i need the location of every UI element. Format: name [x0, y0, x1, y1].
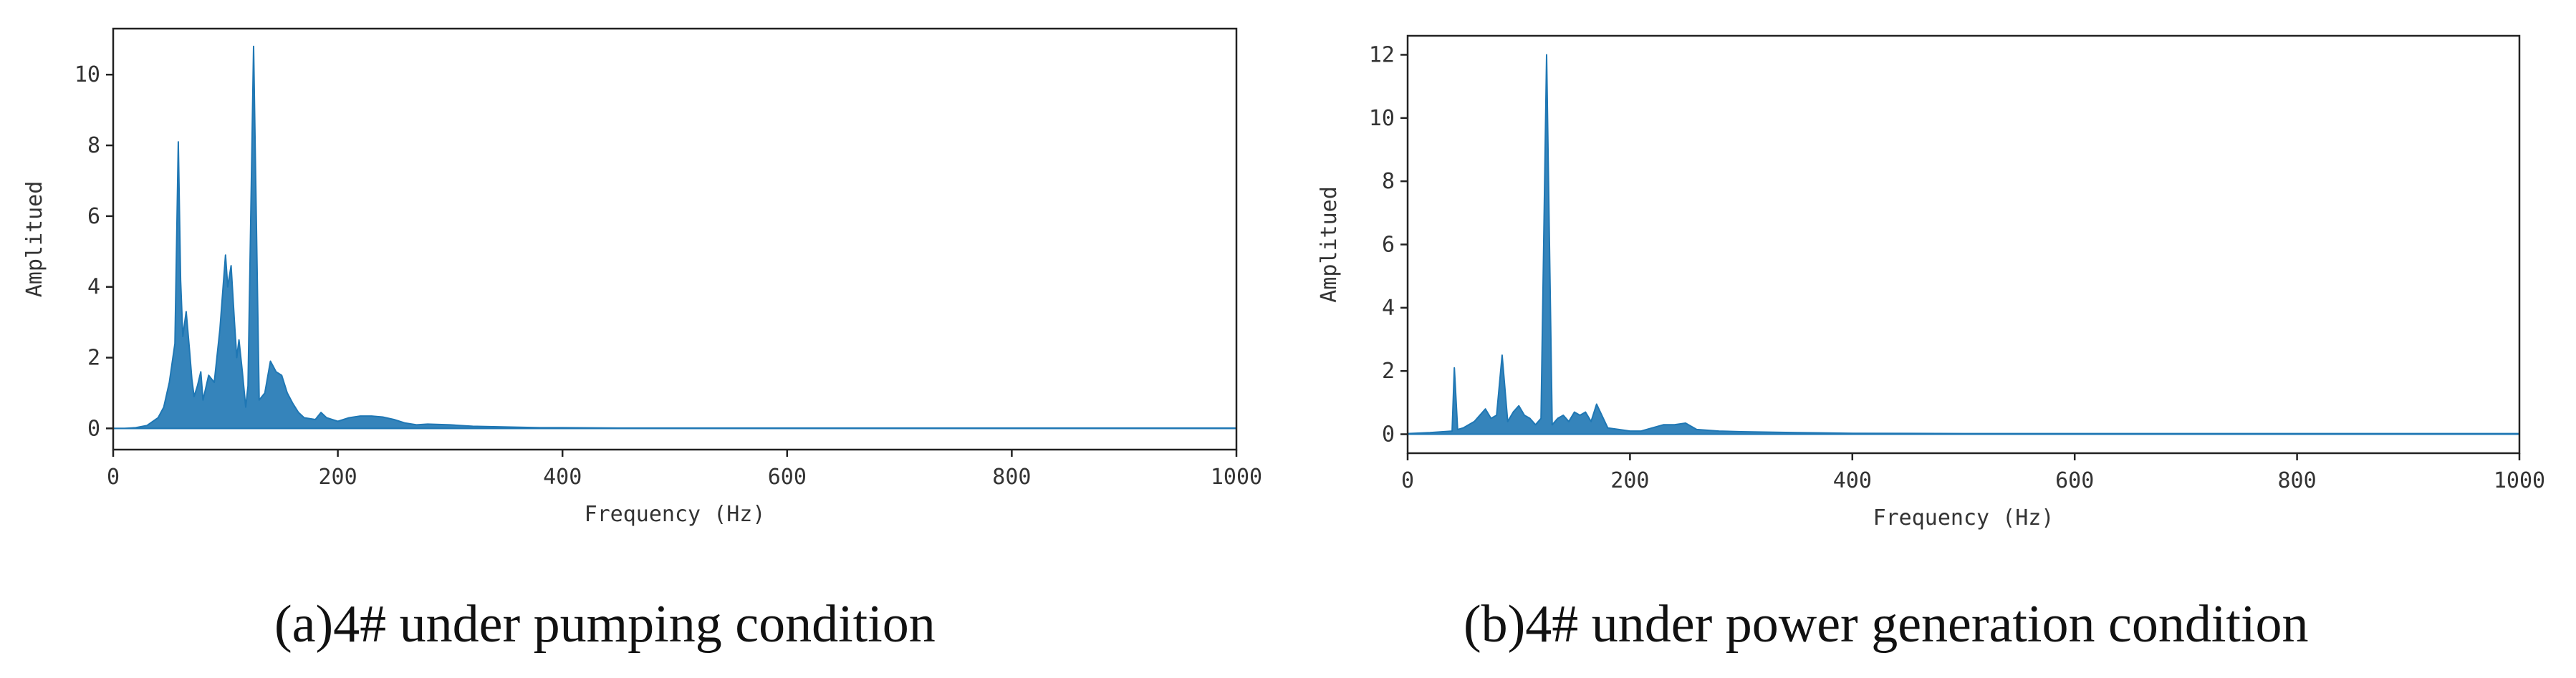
chart-b-ylabel: Amplitued: [1317, 186, 1342, 303]
chart-b-ytick-label-4: 4: [1382, 296, 1395, 321]
chart-b-xtick-label-1000: 1000: [2494, 468, 2545, 493]
chart-b-series-area-0: [1407, 54, 2520, 435]
chart-b-ytick-label-0: 0: [1382, 422, 1395, 447]
chart-b-ytick-label-6: 6: [1382, 233, 1395, 258]
chart-a-xtick-label-1000: 1000: [1211, 465, 1261, 490]
chart-a-ytick-label-8: 8: [87, 133, 100, 158]
chart-b-plot-frame: [1406, 34, 2521, 455]
chart-a-plot-frame: [112, 27, 1238, 451]
chart-a-ytick-label-0: 0: [87, 416, 100, 441]
chart-b-ytick-label-8: 8: [1382, 169, 1395, 194]
chart-b-xtick-label-200: 200: [1610, 468, 1649, 493]
chart-b-ytick-label-12: 12: [1369, 43, 1395, 68]
chart-a-ytick-label-10: 10: [75, 62, 100, 87]
chart-a-series-area-0: [112, 45, 1237, 430]
chart-b-xtick-label-0: 0: [1401, 468, 1414, 493]
chart-b-xtick-label-600: 600: [2055, 468, 2094, 493]
chart-a-ylabel: Amplitued: [22, 181, 47, 298]
chart-a-xtick-label-200: 200: [319, 465, 357, 490]
chart-a-xtick-label-600: 600: [768, 465, 807, 490]
chart-a-xlabel: Frequency (Hz): [585, 502, 766, 527]
chart-b-xlabel: Frequency (Hz): [1873, 505, 2054, 531]
caption-b: (b)4# under power generation condition: [1464, 595, 2309, 654]
chart-a-xtick-label-800: 800: [992, 465, 1031, 490]
chart-b-xtick-label-400: 400: [1833, 468, 1872, 493]
chart-b-ytick-label-10: 10: [1369, 106, 1395, 131]
chart-b-ytick-label-2: 2: [1382, 359, 1395, 384]
chart-a-ytick-label-2: 2: [87, 346, 100, 371]
chart-a-xtick-label-400: 400: [543, 465, 582, 490]
chart-a-xtick-label-0: 0: [107, 465, 120, 490]
chart-a-ytick-label-6: 6: [87, 204, 100, 229]
chart-a: 0 200 400 600 800 1000 0 2 4 6 8 10 Frequency (Hz) Am…: [22, 27, 1261, 527]
chart-a-ytick-label-4: 4: [87, 275, 100, 300]
chart-b: 0 200 400 600 800 1000 0 2 4 6 8 10 12 Frequency (Hz)…: [1317, 34, 2545, 531]
caption-a: (a)4# under pumping condition: [274, 595, 936, 654]
chart-b-xtick-label-800: 800: [2278, 468, 2317, 493]
